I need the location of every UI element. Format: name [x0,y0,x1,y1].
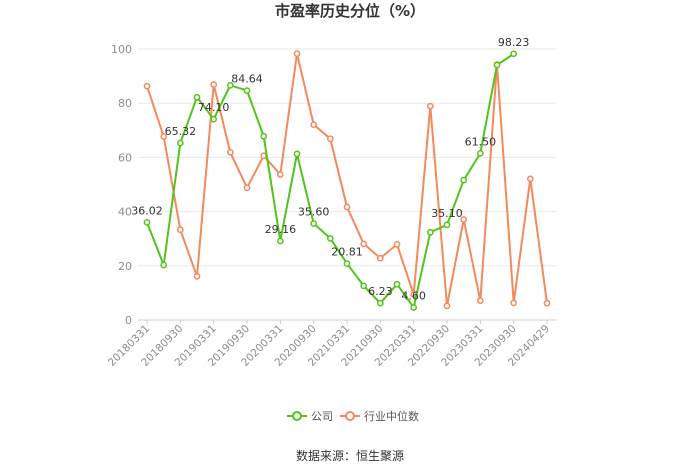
legend-item-company[interactable]: 公司 [287,410,333,423]
chart-title: 市盈率历史分位（%） [275,2,425,20]
data-point[interactable] [410,304,418,311]
legend-industry-marker [345,411,355,421]
data-point[interactable] [260,132,268,140]
y-axis-ticks: 0 20 40 60 80 100 [111,43,132,327]
data-point[interactable] [276,237,284,245]
data-point[interactable] [226,81,234,89]
data-point[interactable] [293,150,301,158]
data-point[interactable] [443,302,451,310]
data-point[interactable] [210,115,218,123]
data-point[interactable] [210,81,218,88]
data-point[interactable] [376,299,384,307]
data-point[interactable] [476,297,484,305]
data-point[interactable] [160,261,168,269]
data-label: 65.32 [165,125,197,138]
data-label: 98.23 [498,36,530,49]
data-point[interactable] [226,148,234,156]
data-point[interactable] [176,139,184,147]
data-point[interactable] [243,184,251,192]
data-point[interactable] [460,216,468,223]
data-label: 20.81 [331,246,363,259]
data-point[interactable] [293,50,301,57]
data-point[interactable] [143,219,151,226]
data-point[interactable] [343,260,351,267]
data-point[interactable] [143,82,151,90]
data-point[interactable] [510,299,518,307]
data-point[interactable] [310,121,318,128]
y-tick-label: 40 [118,206,132,219]
data-point[interactable] [360,240,368,248]
x-axis-ticks: 2018033120180930201903312019093020200331… [106,320,552,369]
series-company [143,50,518,311]
y-tick-label: 100 [111,43,132,56]
data-point[interactable] [426,228,434,236]
data-point[interactable] [193,93,201,101]
data-label: 6.23 [368,285,393,298]
data-point[interactable] [493,61,501,69]
data-source: 数据来源：恒生聚源 [296,448,404,463]
data-point[interactable] [543,299,551,307]
data-point[interactable] [343,203,351,211]
y-tick-label: 80 [118,97,132,110]
series-line [146,52,515,310]
data-label: 74.10 [198,101,230,114]
legend-company-label: 公司 [311,410,333,423]
data-point[interactable] [160,133,168,140]
data-point[interactable] [193,273,201,280]
data-point[interactable] [326,135,334,143]
data-point[interactable] [310,220,318,227]
data-point[interactable] [393,280,401,288]
data-point[interactable] [426,102,434,110]
data-label: 29.16 [265,223,297,236]
data-point[interactable] [243,87,251,94]
data-point[interactable] [176,226,184,234]
series-industry-median [143,50,551,310]
data-label: 35.60 [298,206,330,219]
data-point[interactable] [443,221,451,229]
data-point[interactable] [360,282,368,290]
data-point[interactable] [276,171,284,178]
legend: 公司 行业中位数 [287,409,419,423]
y-tick-label: 20 [118,260,132,273]
data-point[interactable] [460,176,468,184]
legend-industry-label: 行业中位数 [364,409,419,423]
y-tick-label: 60 [118,151,132,164]
data-point[interactable] [510,50,518,58]
data-point[interactable] [376,254,384,262]
data-point[interactable] [476,149,484,157]
data-point[interactable] [526,175,534,183]
data-label: 35.10 [431,207,463,220]
data-point[interactable] [326,235,334,242]
data-label: 61.50 [465,135,497,148]
legend-item-industry-median[interactable]: 行业中位数 [340,409,419,423]
series-layer [143,50,551,311]
data-label: 4.60 [401,290,426,303]
data-point[interactable] [393,241,401,248]
series-line [146,53,548,307]
legend-company-marker [292,411,302,421]
data-label: 84.64 [231,73,263,86]
data-label: 36.02 [131,204,163,217]
y-tick-label: 0 [125,314,132,327]
